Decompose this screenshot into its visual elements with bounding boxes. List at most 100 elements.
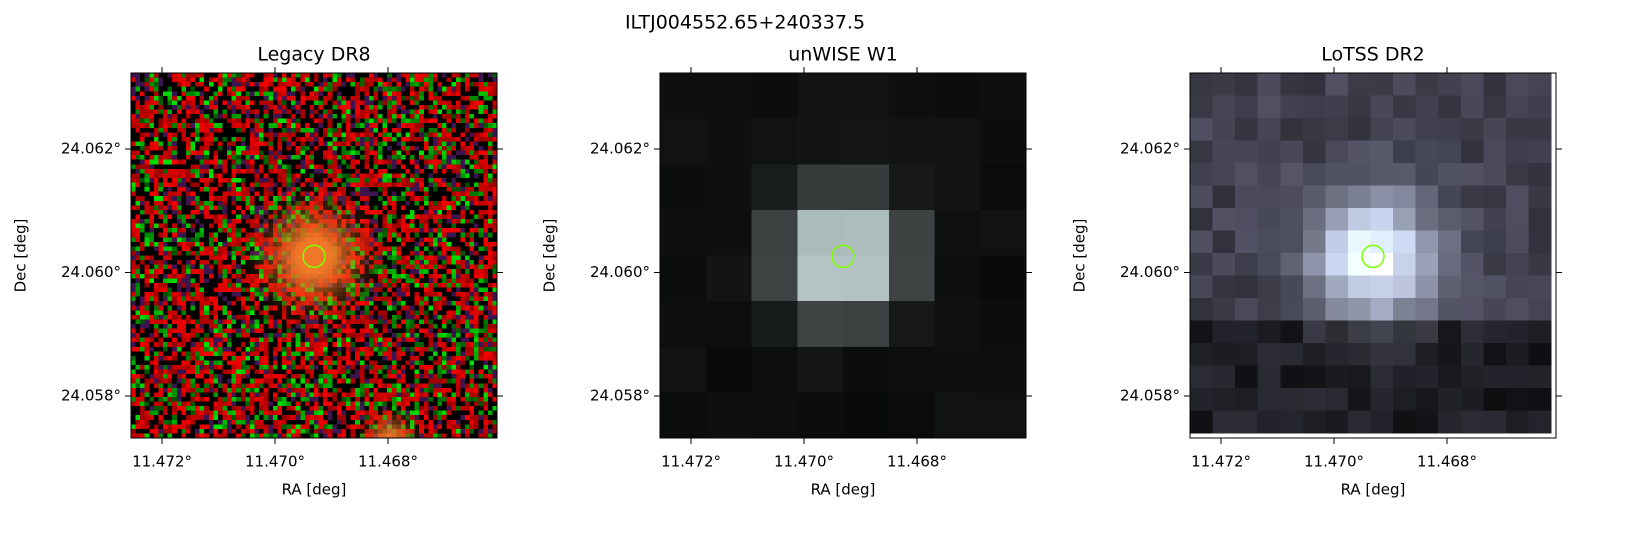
- pixel: [249, 378, 256, 384]
- pixel: [208, 164, 214, 170]
- pixel: [378, 255, 384, 261]
- pixel: [332, 342, 338, 348]
- pixel: [387, 346, 393, 352]
- pixel: [181, 255, 187, 261]
- pixel: [410, 287, 416, 293]
- pixel: [281, 260, 288, 266]
- pixel: [140, 396, 146, 402]
- pixel: [368, 82, 374, 88]
- pixel: [158, 177, 164, 183]
- pixel: [240, 287, 246, 293]
- pixel: [400, 177, 406, 183]
- pixel: [391, 282, 397, 288]
- pixel: [135, 383, 141, 389]
- pixel: [396, 159, 402, 165]
- pixel: [304, 278, 310, 284]
- pixel: [336, 273, 342, 279]
- pixel: [140, 355, 146, 361]
- pixel: [300, 264, 306, 270]
- pixel: [185, 351, 191, 357]
- pixel: [277, 296, 283, 302]
- pixel: [350, 150, 356, 156]
- pixel: [350, 301, 356, 307]
- pixel: [163, 241, 169, 247]
- pixel: [368, 200, 374, 206]
- pixel: [346, 187, 352, 193]
- pixel: [286, 278, 292, 284]
- pixel: [268, 428, 274, 434]
- pixel: [259, 305, 265, 311]
- pixel: [208, 296, 214, 302]
- pixel: [327, 369, 333, 375]
- pixel: [323, 333, 329, 339]
- pixel: [231, 114, 237, 120]
- pixel: [396, 419, 402, 425]
- pixel: [364, 168, 370, 174]
- pixel: [300, 310, 306, 316]
- pixel: [410, 127, 416, 133]
- pixel: [346, 73, 352, 79]
- pixel: [213, 428, 219, 434]
- pixel: [346, 392, 352, 398]
- pixel: [231, 305, 237, 311]
- pixel: [172, 424, 178, 430]
- pixel: [245, 118, 251, 124]
- pixel: [263, 392, 269, 398]
- pixel: [167, 378, 173, 384]
- pixel: [153, 419, 159, 425]
- pixel: [332, 337, 338, 343]
- pixel: [295, 246, 301, 252]
- pixel: [327, 250, 333, 256]
- pixel: [172, 328, 178, 334]
- pixel: [277, 269, 283, 275]
- pixel: [382, 228, 388, 234]
- pixel: [400, 365, 406, 371]
- pixel: [185, 301, 191, 307]
- pixel: [149, 260, 155, 266]
- pixel: [368, 419, 374, 425]
- pixel: [295, 314, 301, 320]
- pixel: [185, 219, 191, 225]
- pixel: [176, 164, 182, 170]
- pixel: [387, 310, 393, 316]
- pixel: [341, 301, 347, 307]
- pixel: [163, 310, 169, 316]
- pixel: [391, 232, 397, 238]
- pixel: [149, 187, 155, 193]
- pixel: [281, 118, 288, 124]
- pixel: [227, 342, 233, 348]
- pixel: [341, 223, 347, 229]
- pixel: [295, 260, 301, 266]
- pixel: [277, 260, 283, 266]
- pixel: [172, 155, 178, 161]
- pixel: [227, 100, 233, 106]
- pixel: [167, 328, 173, 334]
- pixel: [387, 187, 393, 193]
- pixel: [149, 196, 155, 202]
- pixel: [208, 333, 214, 339]
- pixel: [272, 223, 278, 229]
- pixel: [204, 387, 210, 393]
- pixel: [332, 287, 338, 293]
- pixel: [181, 346, 187, 352]
- pixel: [373, 310, 379, 316]
- pixel: [245, 323, 251, 329]
- pixel: [314, 387, 320, 393]
- pixel: [172, 342, 178, 348]
- pixel: [341, 146, 347, 152]
- pixel: [222, 296, 228, 302]
- pixel: [254, 346, 260, 352]
- pixel: [314, 187, 320, 193]
- pixel: [195, 428, 201, 434]
- pixel: [405, 146, 411, 152]
- pixel: [185, 310, 191, 316]
- pixel: [314, 355, 320, 361]
- pixel: [176, 114, 182, 120]
- pixel: [268, 355, 274, 361]
- pixel: [236, 360, 242, 366]
- pixel: [227, 155, 233, 161]
- pixel: [336, 104, 342, 110]
- pixel: [254, 132, 260, 138]
- pixel: [378, 365, 384, 371]
- pixel: [405, 369, 411, 375]
